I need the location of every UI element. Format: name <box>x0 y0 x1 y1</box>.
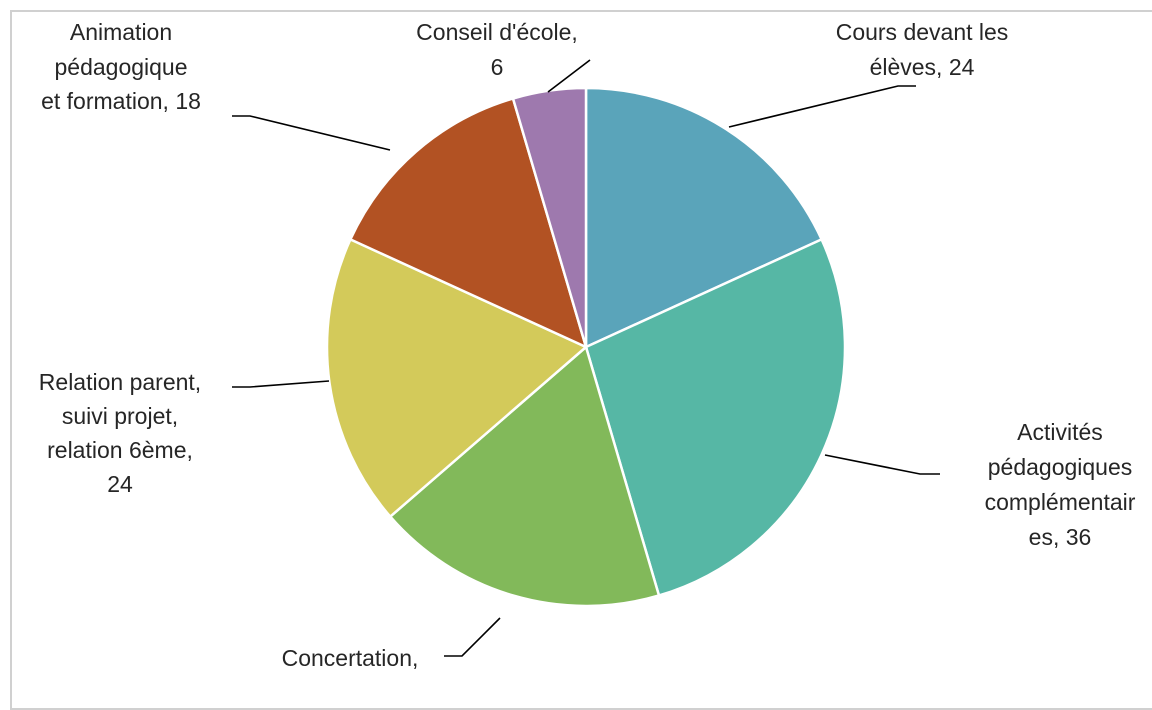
slice-label-line: Activités <box>1017 419 1103 445</box>
leader-line <box>444 617 501 657</box>
leader-lines <box>232 59 940 657</box>
slice-label-line: Concertation, <box>282 645 419 671</box>
slice-label-line: relation 6ème, <box>47 437 193 463</box>
slice-labels: Cours devant les élèves, 24 Activités pédag… <box>39 19 1136 676</box>
slice-label: Activités pédagogiques complémentair es, 36 <box>985 419 1136 550</box>
slice-label-line: Relation parent, <box>39 369 201 395</box>
pie-slice <box>584 86 824 349</box>
leader-line <box>728 85 916 128</box>
slice-label: Cours devant les élèves, 24 <box>836 19 1009 80</box>
slice-label-line: pédagogiques <box>988 454 1133 480</box>
pie-slice <box>348 96 588 350</box>
slice-label-line: Animation <box>70 19 172 45</box>
slice-label: Conseil d'école, 6 <box>416 19 578 80</box>
slice-label-line: élèves, 24 <box>870 54 975 80</box>
slice-label-line: suivi projet, <box>62 403 178 429</box>
slice-label-line: es, 36 <box>1029 524 1092 550</box>
slice-label: Concertation,24 <box>282 645 419 676</box>
slice-label: Animation pédagogique et formation, 18 <box>41 19 201 114</box>
slice-label-line: 24 <box>107 471 133 497</box>
slice-label-line: complémentair <box>985 489 1136 515</box>
slice-label: Relation parent, suivi projet, relation 6è… <box>39 369 201 497</box>
leader-line <box>547 59 591 93</box>
pie-slice <box>388 344 661 608</box>
slice-label-line: 6 <box>491 54 504 80</box>
pie-chart: Cours devant les élèves, 24 Activités pédag… <box>39 19 1136 676</box>
pie-slice <box>584 237 847 598</box>
leader-line <box>824 454 940 475</box>
leader-line <box>232 380 330 388</box>
pie-slice <box>325 237 589 519</box>
slice-label-line: Cours devant les <box>836 19 1009 45</box>
slice-label-line: pédagogique <box>54 54 187 80</box>
pie-slices <box>325 86 847 608</box>
slice-label-line: Conseil d'école, <box>416 19 578 45</box>
slice-label-line: et formation, 18 <box>41 88 201 114</box>
leader-line <box>232 115 391 151</box>
